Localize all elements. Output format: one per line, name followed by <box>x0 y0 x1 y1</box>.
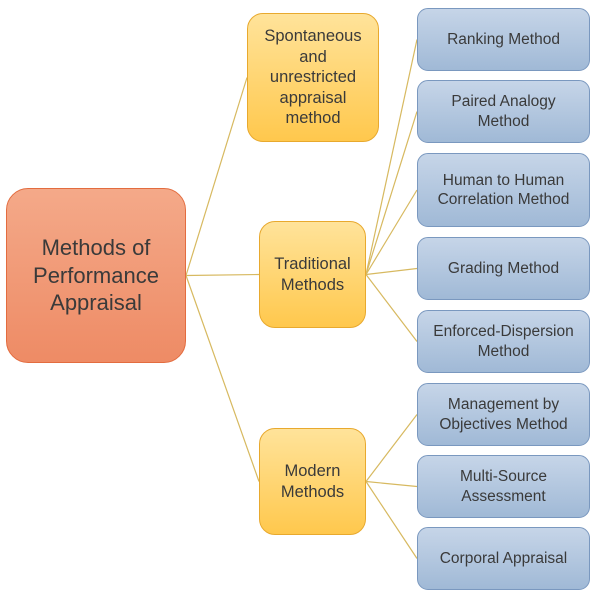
leaf-node-4: Enforced-Dispersion Method <box>417 310 590 373</box>
leaf-node-7: Corporal Appraisal <box>417 527 590 590</box>
leaf-node-0: Ranking Method <box>417 8 590 71</box>
leaf-node-6: Multi-Source Assessment <box>417 455 590 518</box>
leaf-node-2: Human to Human Correlation Method <box>417 153 590 227</box>
connector-line <box>366 275 417 342</box>
connector-line <box>366 482 417 487</box>
connector-line <box>366 269 417 275</box>
category-node-spontaneous: Spontaneous and unrestricted appraisal m… <box>247 13 379 142</box>
connector-line <box>366 482 417 559</box>
category-node-modern: Modern Methods <box>259 428 366 535</box>
leaf-node-5: Management by Objectives Method <box>417 383 590 446</box>
leaf-node-1: Paired Analogy Method <box>417 80 590 143</box>
connector-line <box>186 275 259 276</box>
connector-line <box>186 78 247 276</box>
connector-line <box>366 190 417 275</box>
category-node-traditional: Traditional Methods <box>259 221 366 328</box>
connector-line <box>366 415 417 482</box>
connector-line <box>186 276 259 482</box>
root-node: Methods of Performance Appraisal <box>6 188 186 363</box>
leaf-node-3: Grading Method <box>417 237 590 300</box>
